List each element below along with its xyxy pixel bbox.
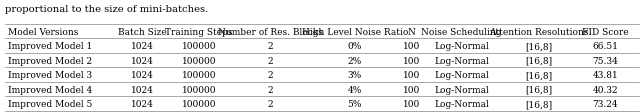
Text: Log-Normal: Log-Normal	[435, 70, 489, 79]
Text: [16,8]: [16,8]	[525, 70, 552, 79]
Text: High Level Noise Ratio: High Level Noise Ratio	[301, 27, 408, 36]
Text: 2: 2	[268, 42, 273, 51]
Text: Log-Normal: Log-Normal	[435, 42, 489, 51]
Text: Improved Model 1: Improved Model 1	[8, 42, 92, 51]
Text: 73.24: 73.24	[593, 99, 618, 108]
Text: Batch Size: Batch Size	[118, 27, 166, 36]
Text: Model Versions: Model Versions	[8, 27, 78, 36]
Text: Number of Res. Blocks: Number of Res. Blocks	[218, 27, 323, 36]
Text: 0%: 0%	[348, 42, 362, 51]
Text: [16,8]: [16,8]	[525, 42, 552, 51]
Text: 100: 100	[403, 85, 420, 94]
Text: Improved Model 3: Improved Model 3	[8, 70, 92, 79]
Text: 5%: 5%	[348, 99, 362, 108]
Text: [16,8]: [16,8]	[525, 85, 552, 94]
Text: 100000: 100000	[182, 70, 216, 79]
Text: N: N	[408, 27, 416, 36]
Text: 43.81: 43.81	[592, 70, 618, 79]
Text: 100: 100	[403, 70, 420, 79]
Text: 75.34: 75.34	[592, 56, 618, 65]
Text: 1024: 1024	[131, 70, 154, 79]
Text: Log-Normal: Log-Normal	[435, 99, 489, 108]
Text: 2: 2	[268, 85, 273, 94]
Text: Improved Model 5: Improved Model 5	[8, 99, 92, 108]
Text: Log-Normal: Log-Normal	[435, 56, 489, 65]
Text: 1024: 1024	[131, 56, 154, 65]
Text: 100: 100	[403, 56, 420, 65]
Text: proportional to the size of mini-batches.: proportional to the size of mini-batches…	[5, 4, 209, 13]
Text: 100000: 100000	[182, 99, 216, 108]
Text: Improved Model 4: Improved Model 4	[8, 85, 92, 94]
Text: 4%: 4%	[348, 85, 362, 94]
Text: 100000: 100000	[182, 56, 216, 65]
Text: Improved Model 2: Improved Model 2	[8, 56, 92, 65]
Text: 3%: 3%	[348, 70, 362, 79]
Text: Noise Scheduling: Noise Scheduling	[421, 27, 502, 36]
Text: 2: 2	[268, 56, 273, 65]
Text: FID Score: FID Score	[582, 27, 628, 36]
Text: 40.32: 40.32	[593, 85, 618, 94]
Text: 66.51: 66.51	[592, 42, 618, 51]
Text: 100: 100	[403, 42, 420, 51]
Text: Log-Normal: Log-Normal	[435, 85, 489, 94]
Text: 2: 2	[268, 99, 273, 108]
Text: 100000: 100000	[182, 42, 216, 51]
Text: 100: 100	[403, 99, 420, 108]
Text: Training Steps: Training Steps	[165, 27, 233, 36]
Text: 2%: 2%	[348, 56, 362, 65]
Text: [16,8]: [16,8]	[525, 56, 552, 65]
Text: 1024: 1024	[131, 99, 154, 108]
Text: 1024: 1024	[131, 42, 154, 51]
Text: 2: 2	[268, 70, 273, 79]
Text: 1024: 1024	[131, 85, 154, 94]
Text: [16,8]: [16,8]	[525, 99, 552, 108]
Text: Attention Resolutions: Attention Resolutions	[489, 27, 588, 36]
Text: 100000: 100000	[182, 85, 216, 94]
